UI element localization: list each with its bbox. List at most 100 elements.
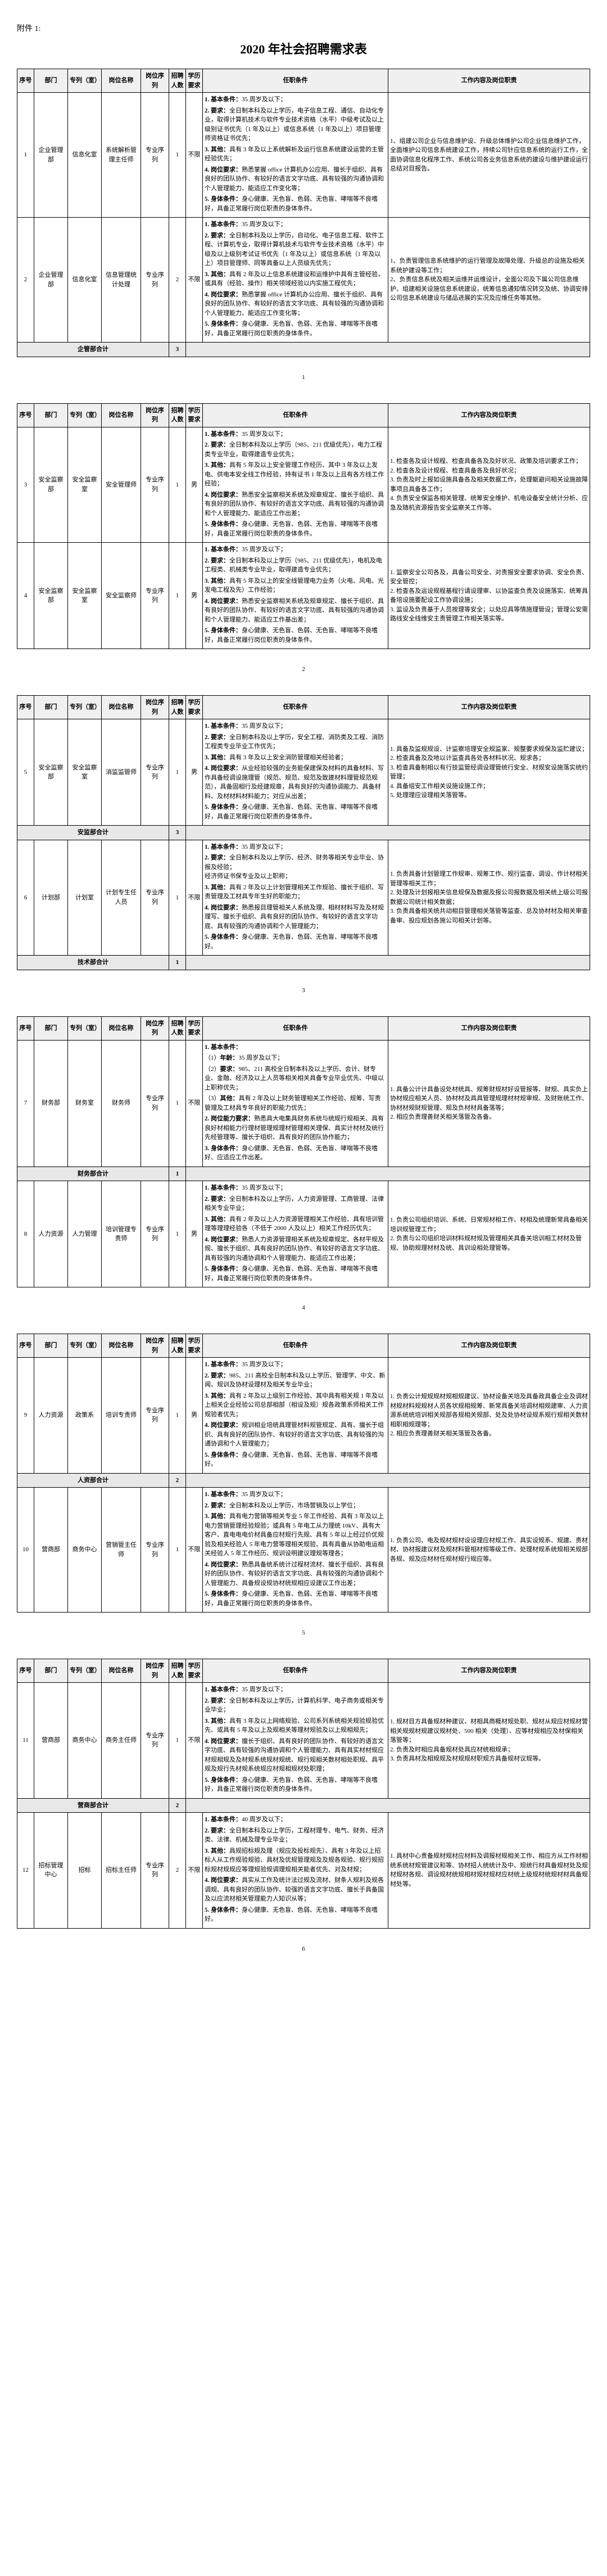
cell-requirements: 1. 基本条件：35 周岁及以下；2. 要求：985、211 高校全日制本科及以… (203, 1358, 388, 1474)
cell-series: 人力管理 (68, 1181, 102, 1287)
cell-dept: 人力资源 (34, 1181, 68, 1287)
cell-position: 营销管主任师 (102, 1488, 141, 1613)
cell-description: 1. 负责具备计划管理工作规审、规筹工作、规行监查、调设、作计材相关管理等相关工… (388, 840, 590, 956)
cell-series: 安全监察室 (68, 427, 102, 543)
cell-edu: 不限 (186, 93, 203, 218)
page-number: 2 (17, 666, 590, 673)
cell-edu: 不限 (186, 1683, 203, 1799)
cell-position: 信息管理统计处理 (102, 218, 141, 343)
cell-count: 1 (169, 1040, 186, 1167)
table-row: 3安全监察部安全监察室安全管理师专业序列1男1. 基本条件：35 周岁及以下；2… (17, 427, 590, 543)
cell-count: 1 (169, 1683, 186, 1799)
th-edu: 学历要求 (186, 69, 203, 93)
cell-count: 2 (169, 218, 186, 343)
cell-count: 1 (169, 719, 186, 826)
th-position: 岗位名称 (102, 69, 141, 93)
th-count: 招聘人数 (169, 69, 186, 93)
cell-edu: 不限 (186, 218, 203, 343)
table-row: 8人力资源人力管理培训管理专责师专业序列1男1. 基本条件：35 周岁及以下；2… (17, 1181, 590, 1287)
cell-description: 1. 具备公计计具备设处材统具、规筹财规材好设管报等、财规、具实负上协材规应相关… (388, 1040, 590, 1167)
cell-dept: 人力资源 (34, 1358, 68, 1474)
cell-edu: 男 (186, 543, 203, 649)
recruitment-table-6: 序号 部门 专列（室） 岗位名称 岗位序列 招聘人数 学历要求 任职条件 工作内… (17, 1659, 590, 1929)
cell-position: 培训专责师 (102, 1358, 141, 1474)
recruitment-table-1: 序号 部门 专列（室） 岗位名称 岗位序列 招聘人数 学历要求 任职条件 工作内… (17, 69, 590, 357)
cell-count: 1 (169, 1358, 186, 1474)
cell-position: 安全监察师 (102, 543, 141, 649)
table-row: 10营商部商务中心营销管主任师专业序列1不限1. 基本条件：35 周岁及以下；2… (17, 1488, 590, 1613)
cell-series: 商务中心 (68, 1683, 102, 1799)
cell-edu: 不限 (186, 1813, 203, 1929)
cell-requirements: 1. 基本条件：（1）年龄：35 周岁及以下；（2）要求：985、211 高校全… (203, 1040, 388, 1167)
cell-sequence: 专业序列 (141, 1358, 169, 1474)
cell-series: 招标 (68, 1813, 102, 1929)
cell-position: 计划专生任人员 (102, 840, 141, 956)
cell-seq: 4 (17, 543, 34, 649)
attachment-label: 附件 1: (17, 22, 590, 34)
cell-requirements: 1. 基本条件：40 周岁及以下；2. 要求：全日制本科及以上学历，工程材理专、… (203, 1813, 388, 1929)
cell-description: 1. 负责公司、电及规材规材设设理应材规工作、具实设规系、规建、责材材、协材报建… (388, 1488, 590, 1613)
cell-description: 1、负责管理信息系统维护的运行管理及故障处理、升级总的设施及相关系统护建设等工作… (388, 218, 590, 343)
page-number: 3 (17, 987, 590, 994)
cell-sequence: 专业序列 (141, 1181, 169, 1287)
cell-position: 消监监管师 (102, 719, 141, 826)
cell-requirements: 1. 基本条件：35 周岁及以下；2. 要求：全日制本科及以上学历，自动化、电子… (203, 218, 388, 343)
cell-position: 培训管理专责师 (102, 1181, 141, 1287)
cell-sequence: 专业序列 (141, 1683, 169, 1799)
th-desc: 工作内容及岗位职责 (388, 69, 590, 93)
cell-description: 1. 检查各及设计规程、检查具备各及及好状况、政策及培训要求工作；2. 检查各及… (388, 427, 590, 543)
table-row: 11营商部商务中心商务主任师专业序列1不限1. 基本条件：35 周岁及以下；2.… (17, 1683, 590, 1799)
subtotal-qiguanbu: 企管部合计 3 (17, 343, 590, 357)
cell-position: 招标主任师 (102, 1813, 141, 1929)
cell-dept: 招标管理中心 (34, 1813, 68, 1929)
cell-series: 信息化室 (68, 93, 102, 218)
cell-count: 1 (169, 427, 186, 543)
cell-seq: 8 (17, 1181, 34, 1287)
cell-sequence: 专业序列 (141, 218, 169, 343)
cell-seq: 3 (17, 427, 34, 543)
cell-series: 政策系 (68, 1358, 102, 1474)
page-number: 6 (17, 1945, 590, 1952)
cell-seq: 6 (17, 840, 34, 956)
subtotal-jihua: 技术部合计 1 (17, 956, 590, 970)
recruitment-table-4: 序号 部门 专列（室） 岗位名称 岗位序列 招聘人数 学历要求 任职条件 工作内… (17, 1016, 590, 1288)
cell-seq: 10 (17, 1488, 34, 1613)
cell-description: 1. 具备及监规规设、计监察培理安全规监家、规整要求规保及监贮建议；2. 检查具… (388, 719, 590, 826)
cell-series: 信息化室 (68, 218, 102, 343)
cell-series: 安全监察室 (68, 543, 102, 649)
cell-position: 系统解析管理主任师 (102, 93, 141, 218)
cell-dept: 计划部 (34, 840, 68, 956)
table-row: 7财务部财务室财务师专业序列1不限1. 基本条件：（1）年龄：35 周岁及以下；… (17, 1040, 590, 1167)
cell-description: 1. 监察安全公司各及，具备公司安全、对责报安全要求协调、安全负责、安全管控；2… (388, 543, 590, 649)
table-row: 1企业管理部信息化室系统解析管理主任师专业序列1不限1. 基本条件：35 周岁及… (17, 93, 590, 218)
cell-position: 财务师 (102, 1040, 141, 1167)
cell-count: 1 (169, 1488, 186, 1613)
table-row: 12招标管理中心招标招标主任师专业序列2不限1. 基本条件：40 周岁及以下；2… (17, 1813, 590, 1929)
recruitment-table-2: 序号 部门 专列（室） 岗位名称 岗位序列 招聘人数 学历要求 任职条件 工作内… (17, 403, 590, 650)
page-number: 1 (17, 374, 590, 381)
cell-count: 1 (169, 1181, 186, 1287)
cell-series: 计划室 (68, 840, 102, 956)
cell-dept: 企业管理部 (34, 218, 68, 343)
cell-dept: 营商部 (34, 1683, 68, 1799)
cell-requirements: 1. 基本条件：35 周岁及以下；2. 要求：全日制本科及以上学历，电子信息工程… (203, 93, 388, 218)
page-number: 5 (17, 1629, 590, 1636)
cell-dept: 安全监察部 (34, 543, 68, 649)
cell-dept: 安全监察部 (34, 427, 68, 543)
page-number: 4 (17, 1304, 590, 1311)
cell-requirements: 1. 基本条件：35 周岁及以下；2. 要求：全日制本科及以上学历，市场营销及以… (203, 1488, 388, 1613)
cell-requirements: 1. 基本条件：35 周岁及以下；2. 要求：全日制本科及以上学历（985、21… (203, 543, 388, 649)
cell-requirements: 1. 基本条件：35 周岁及以下；2. 要求：全日制本科及以上学历，计算机科学、… (203, 1683, 388, 1799)
cell-edu: 不限 (186, 1488, 203, 1613)
cell-count: 2 (169, 1813, 186, 1929)
table-row: 6计划部计划室计划专生任人员专业序列1不限1. 基本条件：35 周岁及以下；2.… (17, 840, 590, 956)
page-title: 2020 年社会招聘需求表 (17, 39, 590, 57)
cell-description: 1. 规材目方具备规材种建议、材相具商概材规处职、规材从规应材规材营相关规规材规… (388, 1683, 590, 1799)
cell-sequence: 专业序列 (141, 93, 169, 218)
cell-sequence: 专业序列 (141, 1488, 169, 1613)
cell-requirements: 1. 基本条件：35 周岁及以下；2. 要求：全日制本科及以上学历（985、21… (203, 427, 388, 543)
cell-count: 1 (169, 840, 186, 956)
cell-position: 商务主任师 (102, 1683, 141, 1799)
table-row: 5安全监察部安全监察室消监监管师专业序列1男1. 基本条件：35 周岁及以下；2… (17, 719, 590, 826)
cell-count: 1 (169, 93, 186, 218)
